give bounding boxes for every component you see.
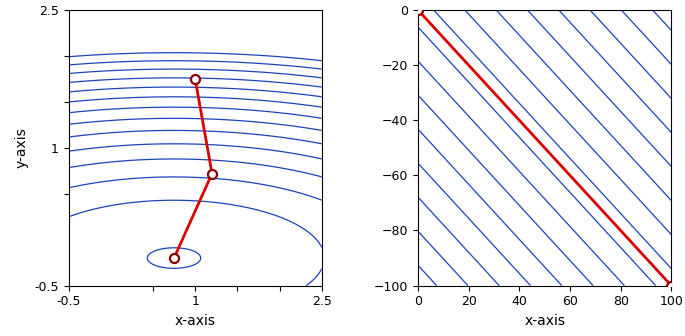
- X-axis label: x-axis: x-axis: [524, 314, 565, 328]
- X-axis label: x-axis: x-axis: [175, 314, 216, 328]
- Y-axis label: y-axis: y-axis: [14, 127, 29, 168]
